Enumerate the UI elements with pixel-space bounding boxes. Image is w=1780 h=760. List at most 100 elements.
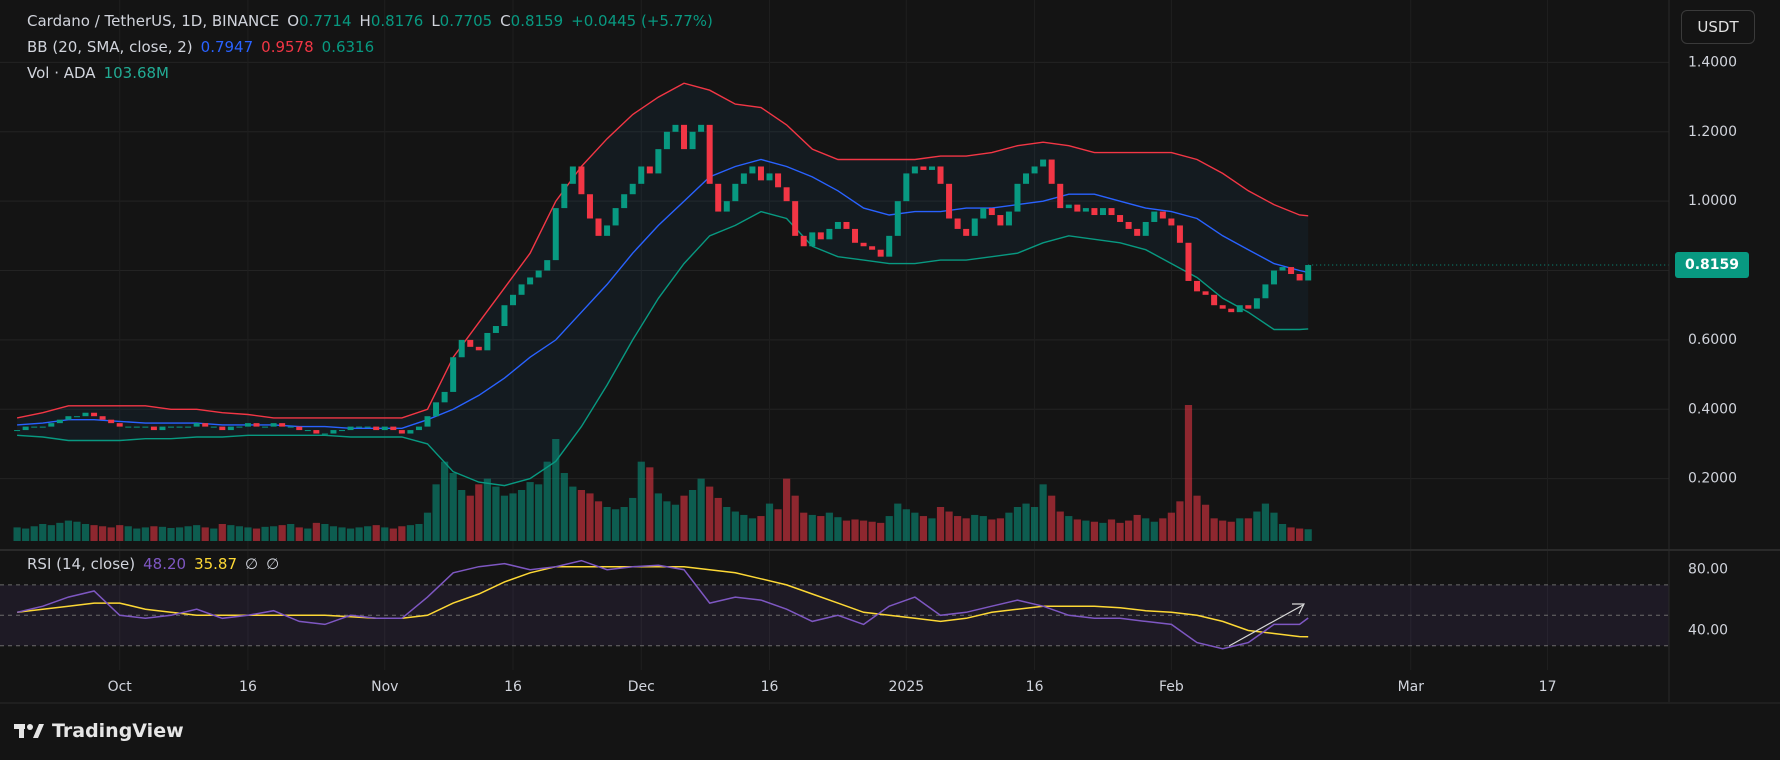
rsi-ma-value: 35.87 [194,555,238,573]
volume-bar [235,526,244,541]
candle [672,124,679,132]
volume-bar [475,484,483,541]
candle [1108,208,1115,216]
x-tick-label: Dec [628,679,655,695]
volume-bar [1193,495,1201,541]
candle [621,194,628,209]
volume-bar [364,526,372,541]
x-tick-label: 16 [504,679,522,695]
candle [1074,204,1081,212]
candle [775,173,782,188]
volume-bar [911,512,919,541]
candle [1270,270,1277,285]
volume-bar [218,524,226,541]
rsi-extra: ∅ [245,555,259,573]
volume-bar [1048,495,1056,541]
x-tick-label: 16 [239,679,257,695]
candle [655,149,662,174]
volume-legend: Vol · ADA 103.68M [27,64,169,82]
volume-bar [270,526,278,541]
candle [1099,208,1106,216]
volume-bar [765,503,774,541]
volume-bar [629,497,637,541]
volume-bar [1176,501,1184,541]
candle [1219,305,1226,309]
volume-bar [654,493,662,541]
volume-bar [441,461,449,541]
volume-bar [432,484,440,541]
volume-bar [543,461,551,541]
volume-bar [13,527,21,541]
volume-bar [1056,511,1064,541]
ohlc-value: 0.8159 [510,12,564,30]
volume-bar [740,514,748,541]
volume-bar [954,516,962,541]
grid-layer [0,0,1669,670]
x-tick-label: 16 [761,679,779,695]
y-tick-label: 0.6000 [1688,332,1737,348]
candle [826,228,833,240]
ohlc-value: 0.8176 [370,12,424,30]
volume-bar [201,527,209,541]
volume-bar [346,528,355,541]
candle [236,426,243,428]
brand-logo [14,724,44,738]
candle [569,166,576,184]
x-tick-label: 17 [1539,679,1557,695]
candle [698,124,705,132]
candle [450,357,457,392]
candle [253,423,260,427]
volume-bar [64,520,73,541]
candle [1253,298,1260,309]
volume-bar [321,524,329,541]
candle [1202,291,1209,295]
volume-bar [680,495,688,541]
candle [911,166,918,174]
candle [244,423,251,427]
volume-bar [1142,518,1150,541]
bb-lower-value: 0.6316 [321,38,375,56]
rsi-name: RSI (14, close) [27,555,136,573]
volume-bar [1073,519,1081,541]
x-tick-label: 2025 [889,679,925,695]
candle [373,426,380,431]
volume-bar [603,507,611,541]
candle [783,187,790,202]
ohlc-value: 0.7705 [439,12,493,30]
candle [501,305,508,327]
candle [321,433,328,435]
candle [663,131,670,150]
volume-bar [116,525,124,541]
volume-bar [1210,518,1218,541]
candle [518,284,525,295]
ohlc-label: O [287,12,300,30]
candle [604,225,611,236]
volume-bar [175,527,184,541]
volume-bar [945,511,953,541]
volume-bar [834,517,842,541]
candle [877,249,884,257]
x-tick-label: 16 [1026,679,1044,695]
rsi-legend: RSI (14, close) 48.20 35.87 ∅ ∅ [27,555,279,573]
candle [732,183,739,202]
volume-bar [637,461,645,541]
candle [612,208,619,226]
volume-bar [244,527,252,541]
volume-bar [1082,520,1090,541]
y-tick-label: 0.2000 [1688,471,1737,487]
currency-button[interactable]: USDT [1681,10,1755,44]
candle [1159,211,1166,219]
candle [852,228,859,243]
volume-bar [304,528,312,541]
ohlc-close: C0.8159 [500,12,563,30]
bb-fill [17,83,1309,486]
volume-bar [731,511,739,541]
rsi-layer [0,559,1669,650]
candle [424,416,431,427]
volume-bar [141,527,149,541]
candle [894,201,901,236]
candle [997,215,1004,226]
candle [740,173,747,184]
